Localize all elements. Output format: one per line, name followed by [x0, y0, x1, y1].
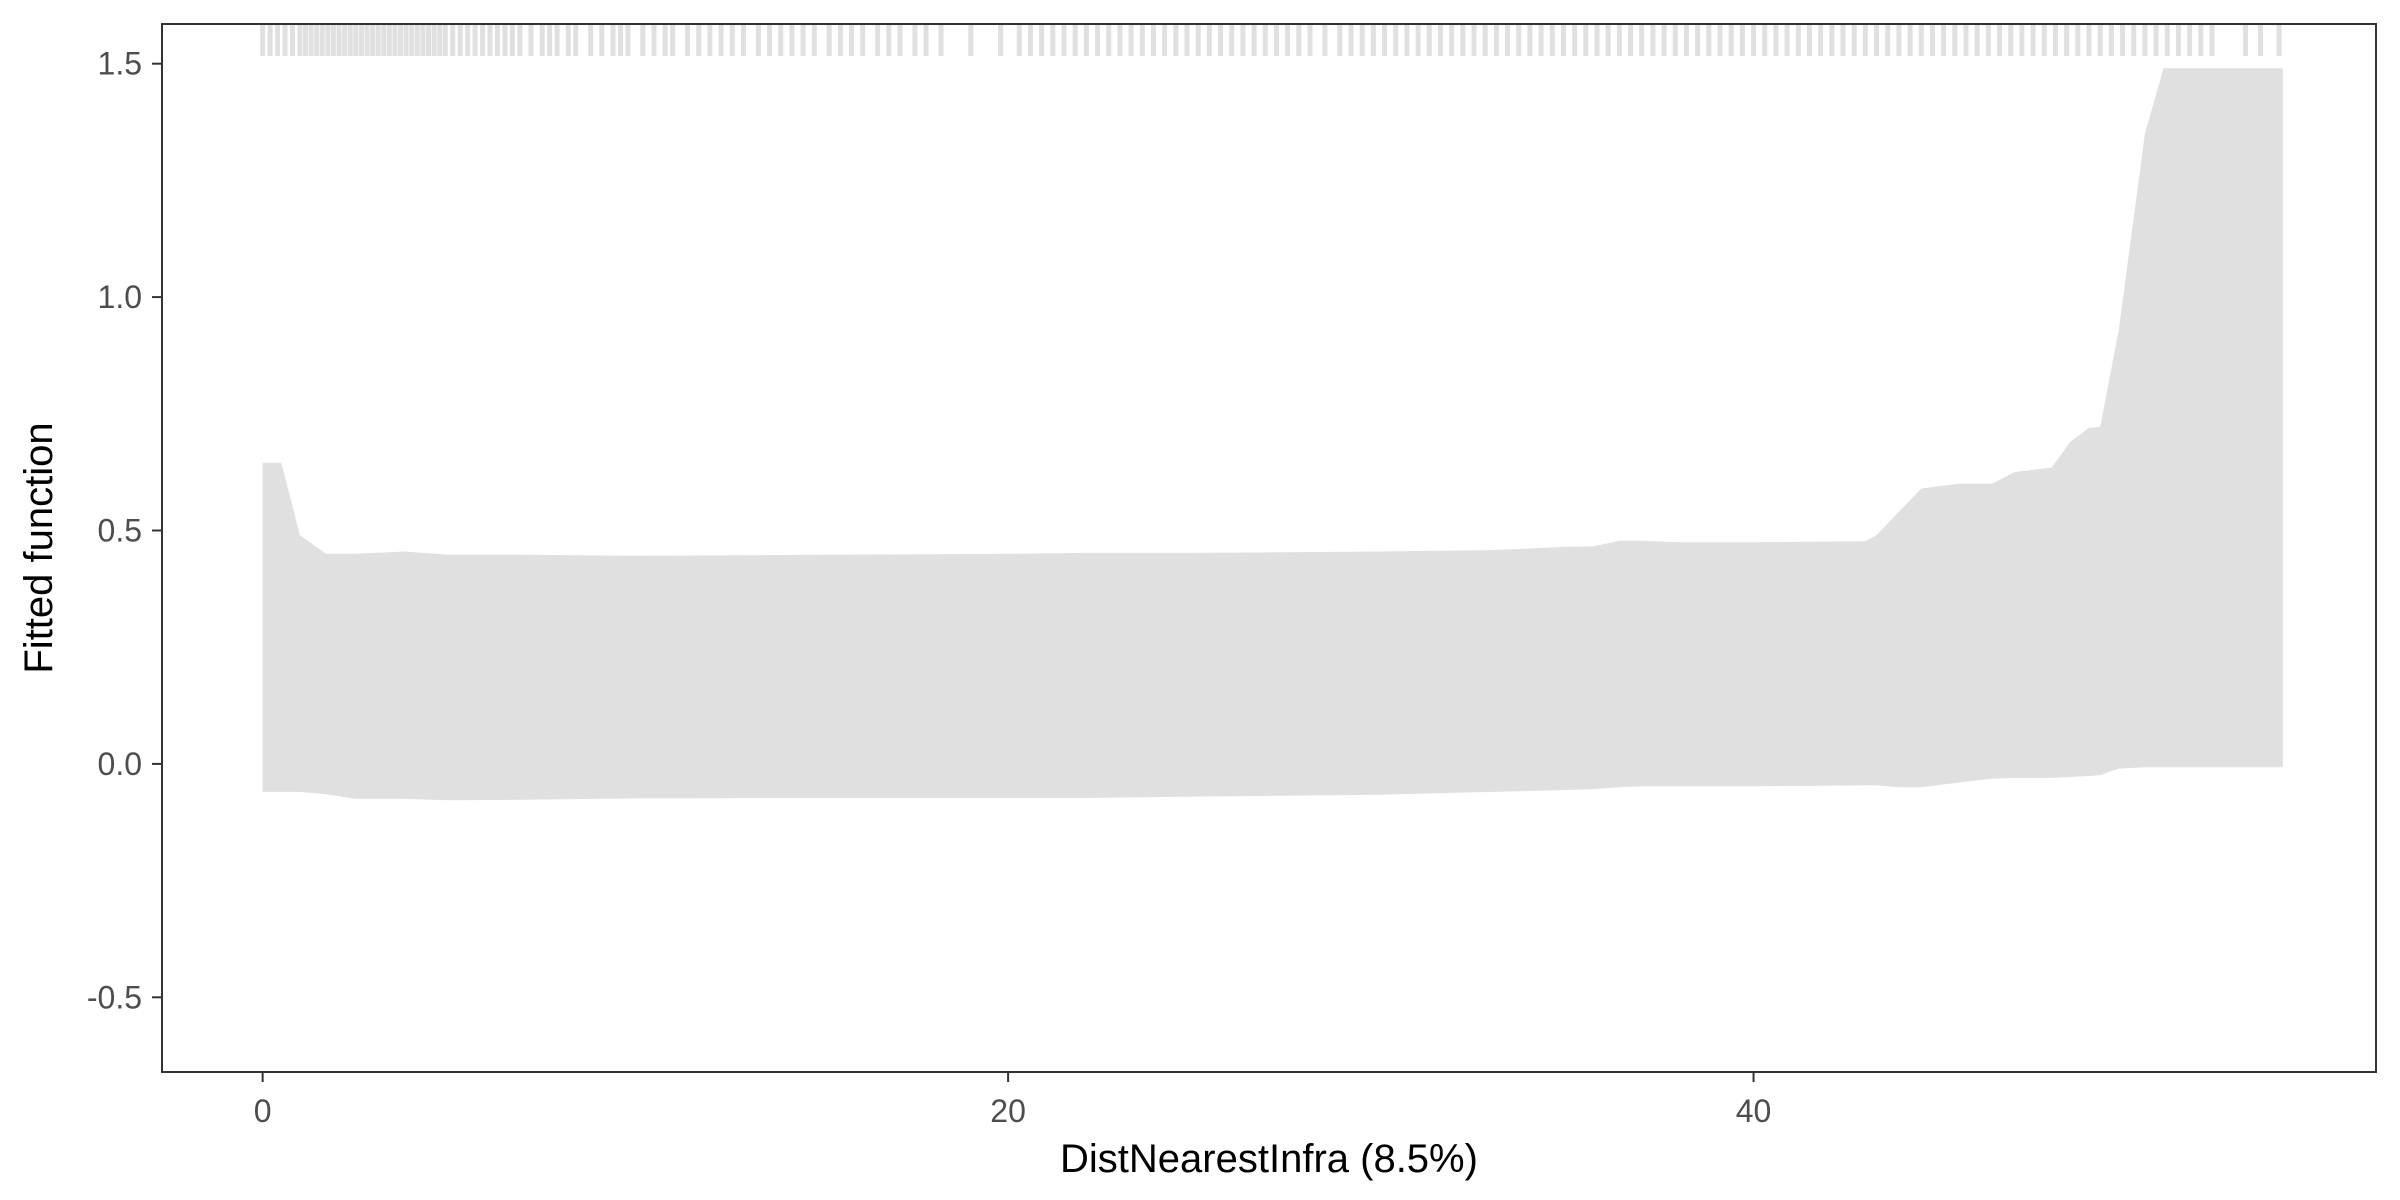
y-axis: -0.5 0.0 0.5 1.0 1.5 — [87, 46, 162, 1015]
plot-panel-border — [161, 23, 2377, 1073]
x-tick-label: 0 — [254, 1093, 272, 1129]
band-area — [262, 68, 2283, 801]
rug-marks — [260, 24, 2282, 56]
x-tick-label: 20 — [990, 1093, 1026, 1129]
y-tick-label: 1.5 — [98, 46, 142, 82]
y-tick-label: -0.5 — [87, 979, 142, 1015]
y-tick-label: 1.0 — [98, 279, 142, 315]
x-tick-label: 40 — [1736, 1093, 1772, 1129]
y-tick-label: 0.0 — [98, 746, 142, 782]
y-axis-title: Fitted function — [17, 422, 61, 673]
x-axis-title: DistNearestInfra (8.5%) — [1060, 1137, 1478, 1181]
confidence-band — [262, 68, 2283, 801]
x-axis: 0 20 40 — [254, 1072, 1772, 1129]
y-tick-label: 0.5 — [98, 512, 142, 548]
